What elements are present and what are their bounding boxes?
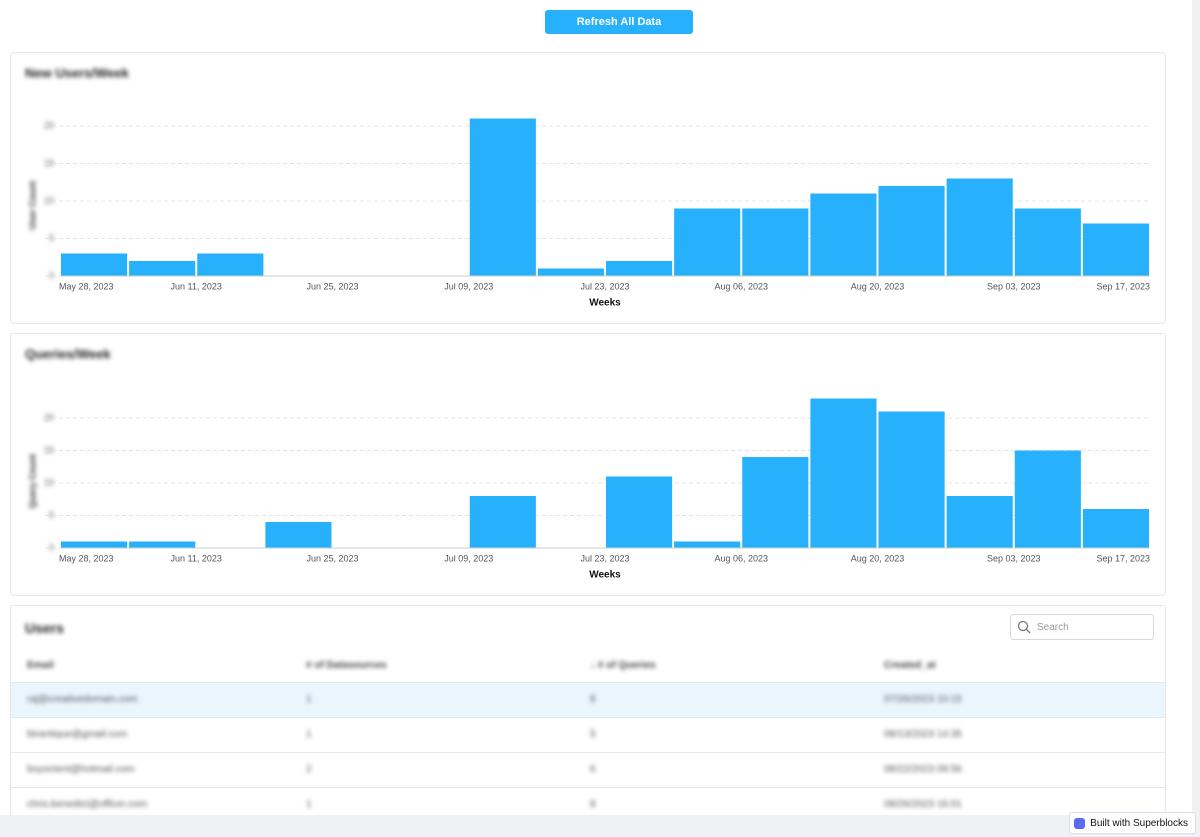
x-tick-label: Jun 11, 2023 <box>171 553 222 563</box>
chart-title: New Users/Week <box>25 65 130 80</box>
y-tick-label: 15 <box>44 445 54 455</box>
chart-card <box>10 333 1166 596</box>
x-tick-label: Jul 09, 2023 <box>444 553 493 563</box>
bar <box>810 193 877 276</box>
bar <box>674 208 741 276</box>
bar <box>197 253 264 276</box>
y-tick-label: 20 <box>44 412 54 422</box>
y-tick-label: 10 <box>44 477 54 487</box>
bar <box>61 541 128 548</box>
column-header: # of Datasources <box>306 660 387 671</box>
bar <box>1014 450 1081 548</box>
table-cell: 08/13/2023 14:35 <box>884 729 962 740</box>
table-cell: 8 <box>590 799 596 810</box>
charts: New Users/Week User Count 0 5 10 15 20 May 28, … <box>25 65 1150 581</box>
chart-title: Queries/Week <box>25 346 112 361</box>
x-tick-label: May 28, 2023 <box>59 281 114 291</box>
bar <box>469 118 536 276</box>
bar <box>878 186 945 276</box>
bar <box>742 208 809 276</box>
x-tick-label: Aug 20, 2023 <box>851 553 905 563</box>
bar <box>606 261 673 276</box>
y-tick-label: 5 <box>49 233 54 243</box>
table-row[interactable]: boyoctent@hotmail.com 2 6 08/22/2023 09:56 <box>11 752 1165 787</box>
table-cell: 08/26/2023 16:01 <box>884 799 962 810</box>
y-tick-label: 20 <box>44 120 54 130</box>
table-cell: 1 <box>306 729 312 740</box>
table-cell: 8 <box>590 694 596 705</box>
refresh-button[interactable]: Refresh All Data <box>545 10 693 34</box>
x-tick-label: Jul 09, 2023 <box>444 281 493 291</box>
table-cell: 1 <box>306 694 312 705</box>
y-tick-label: 0 <box>49 270 54 280</box>
table-cell: btrantique@gmail.com <box>27 729 128 740</box>
scrollbar <box>1192 0 1200 837</box>
bar <box>129 261 196 276</box>
bar <box>1082 223 1149 276</box>
table-cell: boyoctent@hotmail.com <box>27 764 135 775</box>
bar <box>946 178 1013 276</box>
bar <box>674 541 741 548</box>
table-card: Users Search Email # of Datasources ↓ # of… <box>10 605 1166 827</box>
column-header: ↓ # of Queries <box>590 660 656 671</box>
x-axis-label: Weeks <box>589 298 621 309</box>
table-cell: 1 <box>306 799 312 810</box>
x-tick-label: Aug 20, 2023 <box>851 281 905 291</box>
bar <box>469 496 536 548</box>
x-tick-label: Jun 11, 2023 <box>171 281 222 291</box>
table-row[interactable]: btrantique@gmail.com 1 5 08/13/2023 14:35 <box>11 717 1165 752</box>
bar <box>1014 208 1081 276</box>
y-tick-label: 15 <box>44 158 54 168</box>
y-tick-label: 10 <box>44 195 54 205</box>
bar <box>265 522 332 548</box>
x-tick-label: Jun 25, 2023 <box>306 281 358 291</box>
bar <box>810 398 877 548</box>
superblocks-badge[interactable]: Built with Superblocks <box>1069 812 1196 834</box>
table-cell: 5 <box>590 729 596 740</box>
x-tick-label: Sep 03, 2023 <box>987 281 1041 291</box>
badge-text: Built with Superblocks <box>1090 817 1188 829</box>
x-tick-label: Sep 17, 2023 <box>1096 553 1150 563</box>
table-cell: raj@creativedomain.com <box>27 694 138 705</box>
y-axis-label: User Count <box>27 181 37 230</box>
y-axis-label: Query Count <box>27 454 37 509</box>
table-cell: 6 <box>590 764 596 775</box>
x-tick-label: Aug 06, 2023 <box>714 553 768 563</box>
x-tick-label: Jul 23, 2023 <box>580 553 629 563</box>
x-tick-label: Sep 17, 2023 <box>1096 281 1150 291</box>
x-tick-label: Jul 23, 2023 <box>580 281 629 291</box>
column-header: Email <box>27 660 54 671</box>
footer-bar: Built with Superblocks <box>0 812 1200 837</box>
table-title: Users <box>25 620 64 636</box>
bar <box>537 268 604 276</box>
table-cell: 07/26/2023 10:15 <box>884 694 962 705</box>
bar <box>1082 509 1149 548</box>
search-box[interactable]: Search <box>1010 614 1154 640</box>
x-tick-label: Jun 25, 2023 <box>306 553 358 563</box>
bar <box>129 541 196 548</box>
table-cell: 2 <box>306 764 312 775</box>
x-axis-label: Weeks <box>589 570 621 581</box>
bar <box>61 253 128 276</box>
table-row[interactable]: raj@creativedomain.com 1 8 07/26/2023 10:15 <box>11 682 1165 717</box>
bar <box>946 496 1013 548</box>
column-header: Created_at <box>884 660 936 671</box>
x-tick-label: May 28, 2023 <box>59 553 114 563</box>
table-cell: chris.benedict@officer.com <box>27 799 148 810</box>
search-icon <box>1017 620 1031 634</box>
table-cell: 08/22/2023 09:56 <box>884 764 962 775</box>
bar <box>742 457 809 548</box>
search-placeholder: Search <box>1037 621 1069 633</box>
x-tick-label: Aug 06, 2023 <box>714 281 768 291</box>
y-tick-label: 0 <box>49 542 54 552</box>
table-row[interactable]: chris.benedict@officer.com 1 8 08/26/2023 1… <box>11 787 1165 822</box>
bar <box>606 476 673 548</box>
y-tick-label: 5 <box>49 510 54 520</box>
bar <box>878 411 945 548</box>
x-tick-label: Sep 03, 2023 <box>987 553 1041 563</box>
